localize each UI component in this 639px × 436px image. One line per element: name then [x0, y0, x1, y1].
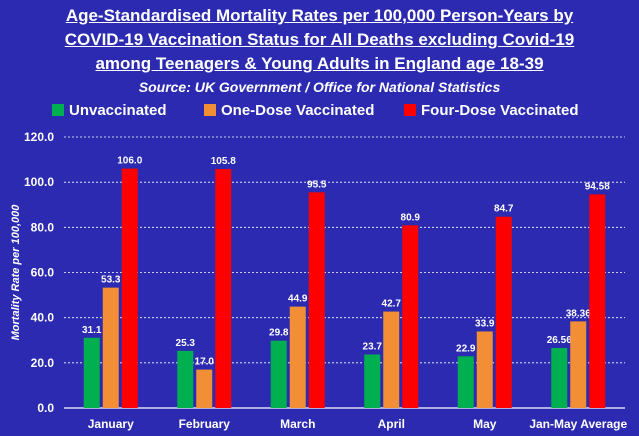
legend-label-1: One-Dose Vaccinated [221, 102, 374, 119]
x-tick-label: May [473, 417, 497, 431]
bar-2-5 [589, 194, 606, 408]
x-tick-label: March [280, 417, 315, 431]
chart-subtitle: Source: UK Government / Office for Natio… [138, 79, 501, 95]
bar-1-3 [383, 311, 400, 408]
y-tick-label: 80.0 [31, 220, 55, 234]
bar-1-1 [196, 369, 213, 408]
x-tick-label: Jan-May Average [529, 417, 627, 431]
chart-title-line-2: COVID-19 Vaccination Status for All Deat… [64, 30, 575, 49]
data-label: 38.36 [566, 308, 591, 319]
x-tick-label: April [378, 417, 405, 431]
data-label: 26.56 [547, 335, 572, 346]
data-label: 44.9 [288, 294, 308, 305]
y-tick-label: 20.0 [31, 356, 55, 370]
bar-2-3 [402, 225, 419, 408]
data-label: 106.0 [117, 156, 142, 167]
data-label: 95.5 [307, 179, 327, 190]
data-label: 94.58 [585, 181, 610, 192]
data-label: 22.9 [456, 343, 476, 354]
y-axis-title: Mortality Rate per 100,000 [10, 204, 22, 341]
bar-1-5 [570, 321, 587, 408]
bar-0-2 [270, 340, 287, 408]
chart-title-line-1: Age-Standardised Mortality Rates per 100… [65, 6, 574, 25]
data-label: 17.0 [195, 357, 215, 368]
data-label: 105.8 [211, 156, 236, 167]
y-tick-label: 0.0 [37, 401, 54, 415]
bar-2-0 [121, 168, 138, 408]
y-tick-label: 100.0 [24, 175, 54, 189]
legend-swatch-1 [204, 104, 216, 116]
bar-0-4 [457, 356, 474, 408]
data-label: 42.7 [382, 299, 402, 310]
bar-0-3 [364, 354, 381, 408]
chart-title-line-3: among Teenagers & Young Adults in Englan… [95, 54, 544, 73]
x-tick-label: January [88, 417, 134, 431]
bar-2-1 [215, 169, 232, 408]
bar-1-4 [476, 331, 493, 408]
bar-2-4 [495, 216, 512, 408]
legend-label-0: Unvaccinated [69, 102, 167, 119]
legend-label-2: Four-Dose Vaccinated [421, 102, 579, 119]
bar-1-0 [102, 287, 119, 408]
data-label: 33.9 [475, 318, 495, 329]
data-label: 29.8 [269, 328, 289, 339]
y-tick-label: 120.0 [24, 130, 54, 144]
bar-0-1 [177, 350, 194, 408]
legend-swatch-2 [404, 104, 416, 116]
y-tick-label: 40.0 [31, 311, 55, 325]
data-label: 23.7 [363, 341, 383, 352]
data-label: 31.1 [82, 325, 102, 336]
x-tick-label: February [179, 417, 231, 431]
bar-1-2 [289, 306, 306, 408]
legend-swatch-0 [52, 104, 64, 116]
data-label: 53.3 [101, 275, 121, 286]
data-label: 80.9 [401, 212, 421, 223]
data-label: 25.3 [176, 338, 196, 349]
bar-0-5 [551, 348, 568, 408]
y-tick-label: 60.0 [31, 266, 55, 280]
bar-2-2 [308, 192, 325, 408]
bar-0-0 [83, 337, 100, 408]
data-label: 84.7 [494, 204, 514, 215]
